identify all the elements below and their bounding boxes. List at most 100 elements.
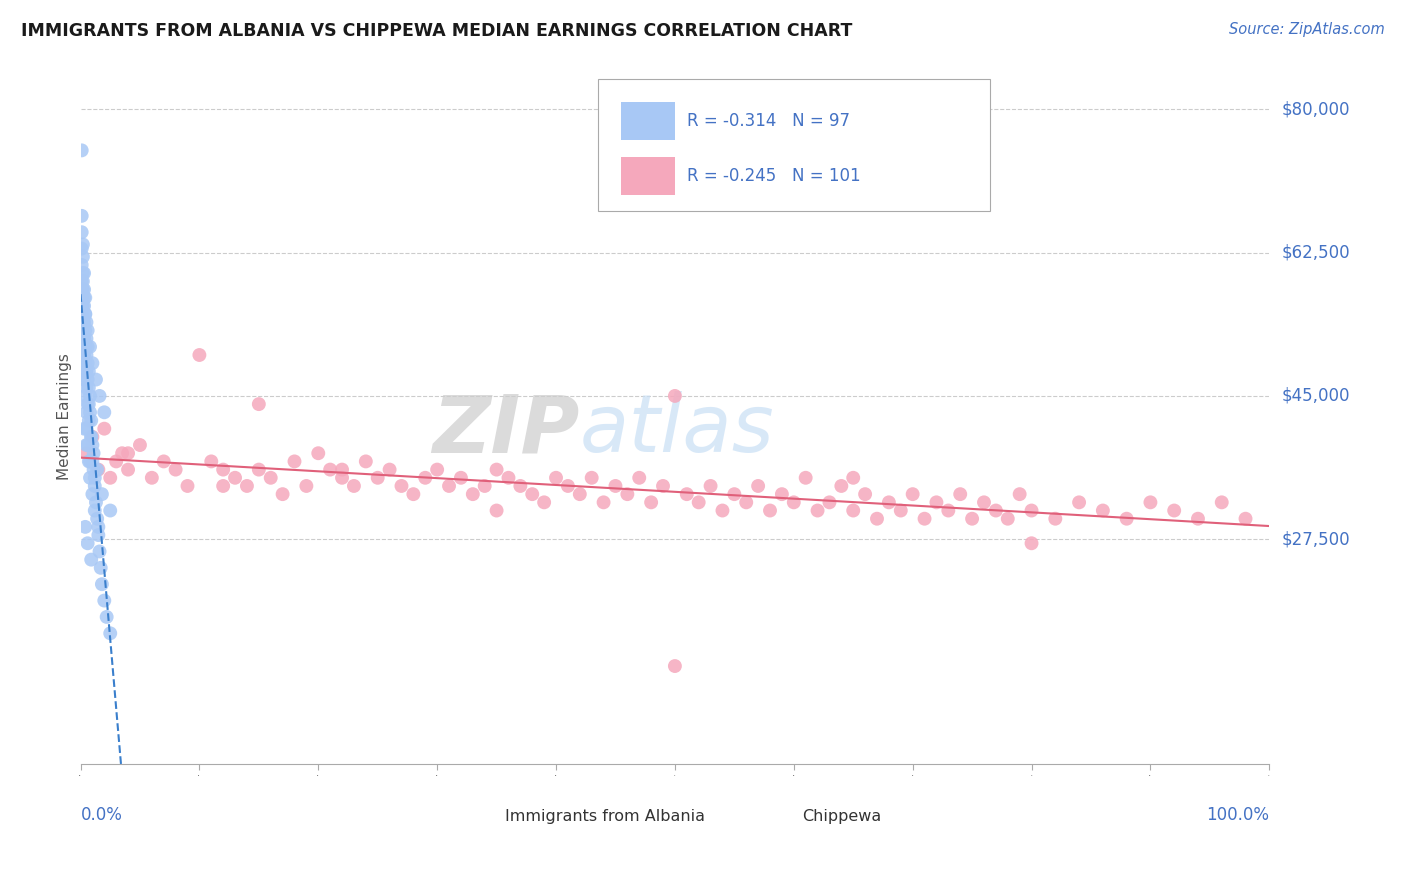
Point (295, 479, 318, 493)
Point (105, 454, 128, 468)
Point (260, 471, 283, 485)
Point (212, 462, 235, 476)
Point (82, 356, 104, 370)
Point (72, 250, 94, 264)
Point (616, 487, 638, 501)
Text: Source: ZipAtlas.com: Source: ZipAtlas.com (1229, 22, 1385, 37)
Point (70, 242, 93, 256)
Point (86, 512, 108, 526)
Bar (758, 804, 796, 829)
Point (664, 389, 686, 403)
Point (72, 299, 94, 313)
Point (1115, 512, 1137, 526)
Point (1067, 495, 1090, 509)
Point (842, 471, 865, 485)
Point (111, 446, 134, 460)
Point (117, 446, 139, 460)
Text: Chippewa: Chippewa (801, 809, 882, 824)
Text: R = -0.245   N = 101: R = -0.245 N = 101 (686, 168, 860, 186)
Text: $62,500: $62,500 (1281, 244, 1350, 261)
Point (98, 503, 121, 517)
Point (391, 479, 413, 493)
Point (806, 503, 828, 517)
Point (877, 495, 900, 509)
Point (90, 577, 112, 591)
Point (367, 471, 389, 485)
Point (93, 405, 115, 419)
Point (783, 495, 806, 509)
Point (960, 512, 983, 526)
Point (84, 495, 107, 509)
Point (688, 495, 710, 509)
Point (984, 503, 1007, 517)
Point (901, 487, 924, 501)
Point (83, 446, 105, 460)
Point (1187, 512, 1209, 526)
Point (70, 291, 93, 305)
Point (485, 503, 508, 517)
Point (378, 462, 401, 476)
Point (1021, 503, 1043, 517)
Point (75, 364, 97, 378)
Point (87, 462, 110, 476)
Point (866, 512, 889, 526)
Point (73, 299, 96, 313)
Point (212, 479, 235, 493)
Bar (461, 804, 499, 829)
Point (72, 356, 94, 370)
Text: ZIP: ZIP (433, 392, 579, 469)
Point (176, 479, 198, 493)
Point (77, 454, 100, 468)
Point (818, 495, 841, 509)
Point (80, 413, 103, 427)
Point (533, 495, 555, 509)
Point (544, 471, 567, 485)
Point (1091, 503, 1114, 517)
Point (76, 323, 98, 337)
Point (1021, 536, 1043, 550)
Point (72, 237, 94, 252)
Point (770, 487, 793, 501)
Point (141, 471, 163, 485)
Point (77, 397, 100, 411)
Point (90, 561, 112, 575)
Point (70, 258, 93, 272)
Point (652, 479, 675, 493)
Text: Immigrants from Albania: Immigrants from Albania (505, 809, 704, 824)
Point (1139, 495, 1161, 509)
Point (1234, 512, 1257, 526)
Text: R = -0.314   N = 97: R = -0.314 N = 97 (686, 112, 849, 129)
Point (70, 144, 93, 158)
Point (307, 446, 329, 460)
Point (89, 389, 111, 403)
Point (73, 332, 96, 346)
Point (87, 520, 110, 534)
Point (77, 381, 100, 395)
Point (93, 593, 115, 607)
Point (75, 291, 97, 305)
Point (914, 512, 936, 526)
Point (75, 364, 97, 378)
Point (70, 209, 93, 223)
Point (271, 487, 294, 501)
Point (247, 397, 270, 411)
Point (319, 462, 342, 476)
Point (79, 471, 101, 485)
Point (73, 283, 96, 297)
Point (87, 528, 110, 542)
Point (73, 373, 96, 387)
Point (83, 462, 105, 476)
Point (76, 356, 98, 370)
Point (82, 454, 104, 468)
Text: 0.0%: 0.0% (80, 806, 122, 824)
Point (77, 413, 100, 427)
Point (75, 348, 97, 362)
Point (509, 479, 531, 493)
Point (450, 471, 472, 485)
Point (79, 389, 101, 403)
Point (759, 503, 782, 517)
Point (89, 544, 111, 558)
Point (98, 471, 121, 485)
Text: $45,000: $45,000 (1281, 387, 1350, 405)
Point (949, 487, 972, 501)
